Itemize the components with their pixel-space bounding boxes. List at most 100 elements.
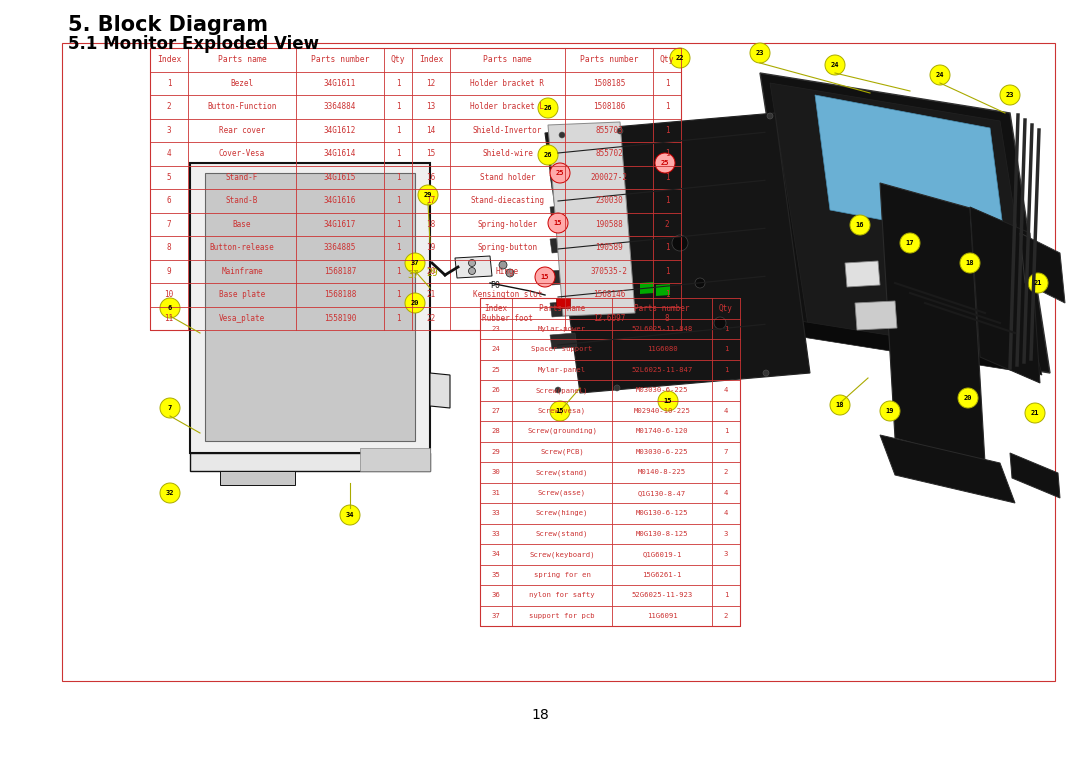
Text: Screw(stand): Screw(stand)	[536, 469, 589, 475]
Text: 1: 1	[395, 290, 401, 299]
Polygon shape	[550, 301, 577, 317]
Text: M0G130-8-125: M0G130-8-125	[636, 531, 688, 536]
Circle shape	[1000, 85, 1020, 105]
Text: 18: 18	[427, 220, 435, 229]
Polygon shape	[640, 282, 654, 294]
Text: Screw(grounding): Screw(grounding)	[527, 428, 597, 434]
Text: Stand holder: Stand holder	[480, 172, 536, 182]
Text: 1: 1	[166, 79, 172, 88]
Text: 8: 8	[166, 243, 172, 253]
Text: 52G6025-11-923: 52G6025-11-923	[632, 592, 692, 598]
Text: 1568187: 1568187	[324, 267, 356, 275]
Text: Bezel: Bezel	[230, 79, 254, 88]
Text: Stand-F: Stand-F	[226, 172, 258, 182]
Text: support for pcb: support for pcb	[529, 613, 595, 619]
Text: 1508185: 1508185	[593, 79, 625, 88]
Circle shape	[469, 259, 475, 266]
Circle shape	[617, 128, 623, 134]
Text: 34: 34	[491, 551, 500, 557]
Text: 1: 1	[395, 172, 401, 182]
Text: 34G1614: 34G1614	[324, 150, 356, 158]
Polygon shape	[815, 95, 1005, 243]
Text: 34G1615: 34G1615	[324, 172, 356, 182]
Text: 26: 26	[543, 152, 552, 158]
Text: 28: 28	[491, 428, 500, 434]
Circle shape	[548, 213, 568, 233]
Text: 1: 1	[395, 126, 401, 135]
Text: 15G6261-1: 15G6261-1	[643, 571, 681, 578]
Text: 20: 20	[963, 395, 972, 401]
Text: 4: 4	[724, 490, 728, 496]
Text: 7: 7	[166, 220, 172, 229]
Text: Base plate: Base plate	[219, 290, 265, 299]
Text: Index: Index	[485, 304, 508, 313]
Text: 7: 7	[167, 405, 172, 411]
Text: M01740-6-120: M01740-6-120	[636, 428, 688, 434]
Text: 1: 1	[664, 267, 670, 275]
Text: Screw(hinge): Screw(hinge)	[536, 510, 589, 517]
Text: Holder bracket R: Holder bracket R	[471, 79, 544, 88]
Text: 5.1 Monitor Exploded View: 5.1 Monitor Exploded View	[68, 35, 319, 53]
Text: Parts name: Parts name	[539, 304, 585, 313]
Text: Qty: Qty	[719, 304, 733, 313]
Text: 4: 4	[724, 407, 728, 414]
Text: 1: 1	[724, 346, 728, 353]
Text: 26: 26	[543, 105, 552, 111]
Text: 34: 34	[346, 512, 354, 518]
Text: 7: 7	[724, 449, 728, 455]
Text: 33: 33	[491, 531, 500, 536]
Text: 11: 11	[164, 314, 174, 323]
Text: 24: 24	[935, 72, 944, 78]
Circle shape	[831, 395, 850, 415]
Polygon shape	[190, 453, 430, 471]
Circle shape	[880, 401, 900, 421]
Text: 19: 19	[427, 243, 435, 253]
Text: Button-Function: Button-Function	[207, 102, 276, 111]
Circle shape	[405, 253, 426, 273]
Polygon shape	[550, 141, 577, 157]
Text: 52L6025-11-847: 52L6025-11-847	[632, 367, 692, 373]
Text: nylon for safty: nylon for safty	[529, 592, 595, 598]
Text: 34G1611: 34G1611	[324, 79, 356, 88]
Text: 2: 2	[724, 613, 728, 619]
Circle shape	[535, 267, 555, 287]
Text: 37: 37	[410, 260, 419, 266]
Text: Parts number: Parts number	[311, 55, 369, 64]
Circle shape	[696, 278, 705, 288]
Text: 4: 4	[166, 150, 172, 158]
Text: 25: 25	[661, 160, 670, 166]
Text: 855703: 855703	[595, 126, 623, 135]
Text: 9: 9	[166, 267, 172, 275]
Text: 1: 1	[395, 102, 401, 111]
Text: 1: 1	[395, 150, 401, 158]
Text: 17: 17	[906, 240, 915, 246]
Text: 230030: 230030	[595, 196, 623, 205]
Text: M03030-6-225: M03030-6-225	[636, 449, 688, 455]
Polygon shape	[855, 301, 897, 330]
Text: Qty: Qty	[391, 55, 405, 64]
Text: 23: 23	[756, 50, 765, 56]
Bar	[150, 48, 681, 330]
Polygon shape	[360, 448, 430, 471]
Text: 34G1612: 34G1612	[324, 126, 356, 135]
Text: 3: 3	[724, 551, 728, 557]
Text: 17: 17	[427, 196, 435, 205]
Text: 3364884: 3364884	[324, 102, 356, 111]
Text: 1: 1	[664, 290, 670, 299]
Text: P0: P0	[490, 281, 500, 290]
Text: Parts name: Parts name	[218, 55, 267, 64]
Text: 1568146: 1568146	[593, 290, 625, 299]
Circle shape	[538, 145, 558, 165]
Text: Shield-Invertor: Shield-Invertor	[473, 126, 542, 135]
Text: 1: 1	[724, 326, 728, 332]
Circle shape	[960, 253, 980, 273]
Text: Rear cover: Rear cover	[219, 126, 265, 135]
Polygon shape	[770, 83, 1038, 363]
Circle shape	[672, 235, 688, 251]
Circle shape	[762, 370, 769, 376]
Text: 37: 37	[491, 613, 500, 619]
Circle shape	[767, 113, 773, 119]
Circle shape	[405, 293, 426, 313]
Text: 22: 22	[676, 55, 685, 61]
Text: 15: 15	[554, 220, 563, 226]
